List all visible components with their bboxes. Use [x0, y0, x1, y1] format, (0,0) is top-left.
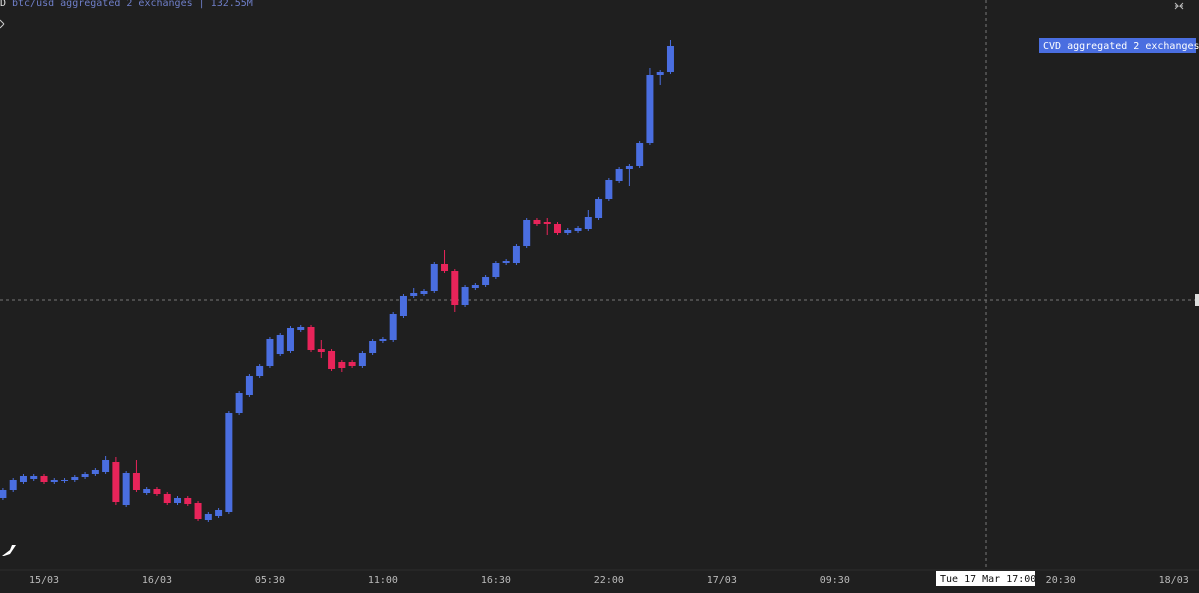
candle-body — [533, 220, 541, 224]
candle-body — [102, 460, 110, 472]
candle-body — [656, 72, 664, 75]
x-tick-label: 16/03 — [142, 575, 172, 586]
candle-body — [389, 314, 397, 340]
candle-body — [420, 291, 428, 294]
candle-body — [584, 217, 592, 229]
x-tick-label: 20:30 — [1046, 575, 1076, 586]
x-tick-label: 16:30 — [481, 575, 511, 586]
candle-body — [0, 490, 7, 498]
candle-body — [492, 263, 500, 277]
candle-body — [307, 327, 315, 350]
candle-body — [122, 473, 130, 505]
candle-body — [348, 362, 356, 366]
candle-body — [81, 474, 89, 477]
candle-body — [482, 277, 490, 285]
candle-body — [543, 222, 551, 224]
candle-body — [554, 224, 561, 233]
x-tick-label: 18/03 — [1159, 575, 1189, 586]
indicator-box — [1039, 38, 1196, 53]
candle-body — [358, 353, 366, 366]
candle-body — [215, 510, 223, 516]
candle-body — [646, 75, 654, 143]
indicator-label: CVD aggregated 2 exchanges — [1043, 41, 1199, 52]
candle-body — [502, 261, 510, 263]
candle-body — [9, 480, 17, 490]
candle-body — [379, 339, 387, 341]
corner-label: D — [0, 0, 6, 9]
candle-body — [174, 498, 182, 503]
candle-body — [625, 166, 633, 169]
candle-body — [636, 143, 644, 166]
candle-body — [461, 287, 469, 305]
candle-body — [225, 413, 233, 512]
crosshair-box — [936, 571, 1035, 586]
candle-body — [61, 480, 69, 481]
candle-body — [30, 476, 38, 479]
candle-body — [328, 351, 336, 369]
x-tick-label: 15/03 — [29, 575, 59, 586]
candle-body — [317, 349, 325, 352]
candle-body — [523, 220, 531, 246]
candle-body — [595, 199, 603, 218]
candle-body — [276, 335, 284, 354]
candle-body — [369, 341, 377, 353]
candle-body — [564, 230, 572, 233]
candle-body — [50, 480, 58, 482]
candle-body — [451, 271, 459, 305]
candle-body — [194, 503, 202, 519]
x-tick-label: 05:30 — [255, 575, 285, 586]
candle-body — [338, 362, 346, 368]
candle-body — [441, 264, 449, 271]
candle-body — [430, 264, 438, 291]
candle-body — [266, 339, 274, 366]
candle-body — [399, 296, 407, 316]
candle-body — [71, 477, 79, 480]
x-tick-label: 09:30 — [820, 575, 850, 586]
candle-body — [132, 473, 140, 490]
candle-body — [666, 46, 674, 72]
x-tick-label: 22:00 — [594, 575, 624, 586]
crosshair-marker — [1195, 294, 1199, 306]
candle-body — [286, 328, 294, 351]
candle-body — [512, 246, 520, 263]
candle-body — [410, 293, 418, 296]
candle-body — [40, 476, 48, 482]
candle-body — [153, 489, 161, 494]
candle-body — [163, 494, 171, 503]
candle-body — [235, 393, 243, 413]
x-tick-label: 17/03 — [707, 575, 737, 586]
candle-body — [471, 285, 479, 288]
candle-body — [204, 514, 212, 520]
candle-body — [143, 489, 151, 493]
candle-body — [19, 476, 27, 482]
candle-body — [91, 470, 99, 474]
candle-body — [256, 366, 264, 376]
x-tick-label: 11:00 — [368, 575, 398, 586]
candle-body — [605, 180, 613, 199]
candle-body — [112, 462, 120, 502]
x-axis: 15/03 16/03 05:30 11:00 16:30 22:00 17/03 09:30… — [29, 575, 1189, 586]
candle-body — [245, 376, 253, 395]
candle-body — [574, 228, 582, 231]
series-label: btc/usd aggregated 2 exchanges | 132.55M — [12, 0, 253, 9]
collapse-icon[interactable] — [0, 19, 5, 29]
logo — [2, 545, 16, 556]
candles — [0, 40, 674, 522]
candle-body — [615, 169, 623, 181]
candle-body — [297, 327, 305, 330]
candle-body — [184, 498, 192, 504]
crosshair-label: Tue 17 Mar 17:00 — [940, 574, 1036, 585]
expand-icon[interactable] — [1174, 2, 1184, 10]
